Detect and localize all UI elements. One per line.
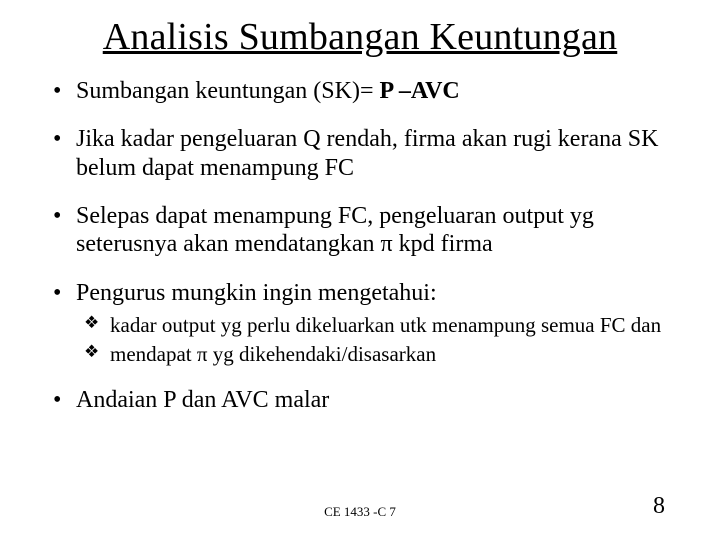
bullet-item: Selepas dapat menampung FC, pengeluaran … bbox=[50, 202, 670, 259]
bullet-item: Jika kadar pengeluaran Q rendah, firma a… bbox=[50, 125, 670, 182]
footer-center: CE 1433 -C 7 bbox=[0, 504, 720, 520]
sub-bullet-item: kadar output yg perlu dikeluarkan utk me… bbox=[84, 313, 670, 338]
bullet-text-prefix: Sumbangan keuntungan (SK)= bbox=[76, 78, 380, 104]
slide: Analisis Sumbangan Keuntungan Sumbangan … bbox=[0, 0, 720, 540]
slide-number: 8 bbox=[653, 493, 665, 520]
sub-bullet-text: kadar output yg perlu dikeluarkan utk me… bbox=[110, 313, 661, 337]
bullet-item: Andaian P dan AVC malar bbox=[50, 386, 670, 414]
bullet-text: Andaian P dan AVC malar bbox=[76, 387, 329, 413]
bullet-item: Pengurus mungkin ingin mengetahui: kadar… bbox=[50, 279, 670, 367]
bullet-item: Sumbangan keuntungan (SK)= P –AVC bbox=[50, 77, 670, 105]
sub-bullet-list: kadar output yg perlu dikeluarkan utk me… bbox=[84, 313, 670, 367]
bullet-text-bold: P –AVC bbox=[380, 78, 460, 104]
bullet-text: Pengurus mungkin ingin mengetahui: bbox=[76, 280, 437, 306]
slide-title: Analisis Sumbangan Keuntungan bbox=[50, 15, 670, 59]
bullet-list: Sumbangan keuntungan (SK)= P –AVC Jika k… bbox=[50, 77, 670, 415]
sub-bullet-item: mendapat π yg dikehendaki/disasarkan bbox=[84, 342, 670, 367]
bullet-text: Jika kadar pengeluaran Q rendah, firma a… bbox=[76, 126, 658, 180]
bullet-text: Selepas dapat menampung FC, pengeluaran … bbox=[76, 203, 594, 257]
sub-bullet-text: mendapat π yg dikehendaki/disasarkan bbox=[110, 342, 436, 366]
